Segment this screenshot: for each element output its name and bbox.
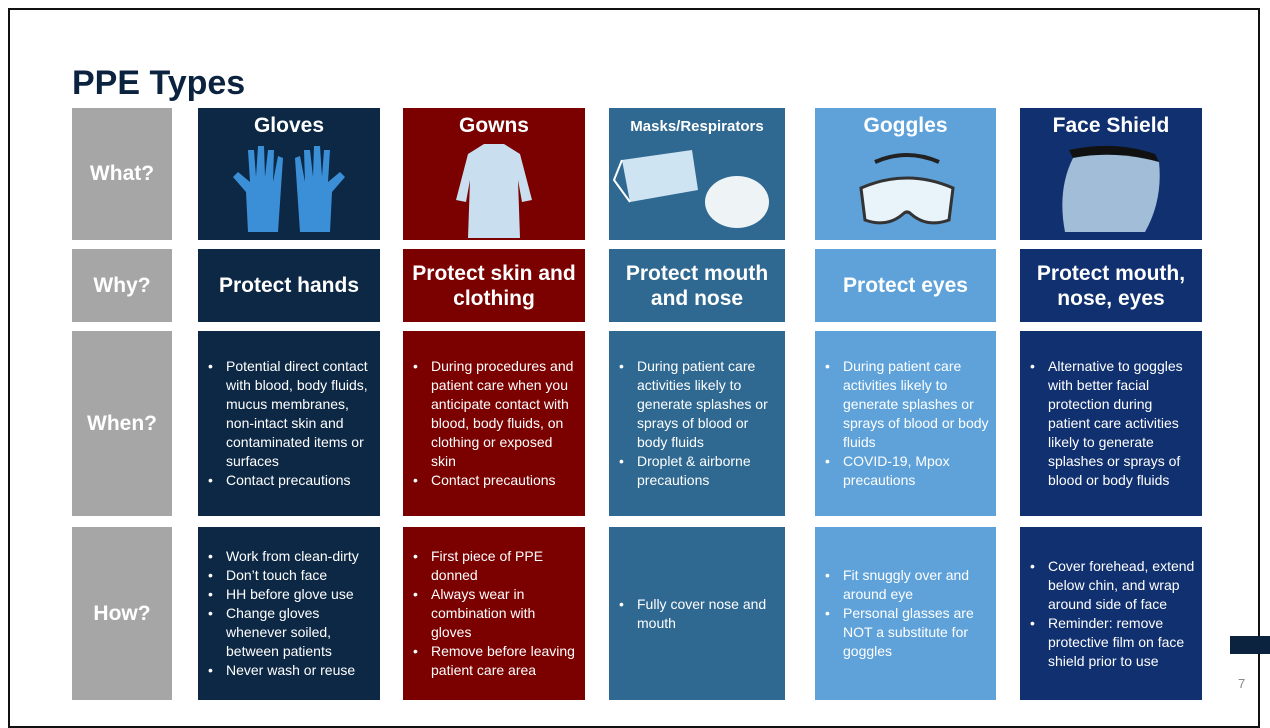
when-cell: Alternative to goggles with better facia… xyxy=(1020,331,1202,516)
how-item: Change gloves whenever soiled, between p… xyxy=(208,604,374,661)
how-cell: Fit snuggly over and around eyePersonal … xyxy=(815,527,996,700)
column-name: Gowns xyxy=(458,114,529,137)
when-item: During patient care activities likely to… xyxy=(825,357,990,452)
when-item: Droplet & airborne precautions xyxy=(619,452,779,490)
gloves-icon xyxy=(233,146,345,232)
row-label: How? xyxy=(72,527,172,700)
when-list: Potential direct contact with blood, bod… xyxy=(198,357,380,490)
masks-icon xyxy=(612,150,769,228)
how-cell: Cover forehead, extend below chin, and w… xyxy=(1020,527,1202,700)
what-cell: Gloves xyxy=(198,108,380,240)
when-item: Contact precautions xyxy=(413,471,579,490)
how-cell: First piece of PPE donnedAlways wear in … xyxy=(403,527,585,700)
how-cell: Work from clean-dirtyDon’t touch faceHH … xyxy=(198,527,380,700)
when-cell: During patient care activities likely to… xyxy=(815,331,996,516)
column-name: Gloves xyxy=(253,114,325,137)
how-item: Fit snuggly over and around eye xyxy=(825,566,990,604)
why-cell: Protect mouth and nose xyxy=(609,249,785,322)
when-item: COVID-19, Mpox precautions xyxy=(825,452,990,490)
slide: PPE Types 7 What? Why? When? How? Gloves Prot… xyxy=(0,0,1270,713)
why-cell: Protect eyes xyxy=(815,249,996,322)
how-item: Work from clean-dirty xyxy=(208,547,374,566)
column-name: Masks/Respirators xyxy=(630,118,764,135)
column-name: Goggles xyxy=(863,114,948,137)
how-item: Personal glasses are NOT a substitute fo… xyxy=(825,604,990,661)
when-item: Alternative to goggles with better facia… xyxy=(1030,357,1196,490)
how-item: HH before glove use xyxy=(208,585,374,604)
how-item: Don’t touch face xyxy=(208,566,374,585)
how-item: Never wash or reuse xyxy=(208,661,374,680)
how-list: Fully cover nose and mouth xyxy=(609,595,785,633)
when-item: Potential direct contact with blood, bod… xyxy=(208,357,374,471)
goggles-icon xyxy=(859,153,955,225)
when-list: During patient care activities likely to… xyxy=(815,357,996,490)
why-cell: Protect mouth, nose, eyes xyxy=(1020,249,1202,322)
when-item: Contact precautions xyxy=(208,471,374,490)
page-number: 7 xyxy=(1238,676,1246,691)
when-list: During procedures and patient care when … xyxy=(403,357,585,490)
how-list: First piece of PPE donnedAlways wear in … xyxy=(403,547,585,680)
how-cell: Fully cover nose and mouth xyxy=(609,527,785,700)
why-cell: Protect hands xyxy=(198,249,380,322)
slide-title: PPE Types xyxy=(72,64,246,102)
how-list: Cover forehead, extend below chin, and w… xyxy=(1020,557,1202,671)
how-list: Fit snuggly over and around eyePersonal … xyxy=(815,566,996,661)
when-item: During procedures and patient care when … xyxy=(413,357,579,471)
how-list: Work from clean-dirtyDon’t touch faceHH … xyxy=(198,547,380,680)
how-item: Fully cover nose and mouth xyxy=(619,595,779,633)
row-label: When? xyxy=(72,331,172,516)
face-shield-icon xyxy=(1062,145,1160,232)
when-cell: Potential direct contact with blood, bod… xyxy=(198,331,380,516)
why-cell: Protect skin and clothing xyxy=(403,249,585,322)
how-item: Cover forehead, extend below chin, and w… xyxy=(1030,557,1196,614)
when-item: During patient care activities likely to… xyxy=(619,357,779,452)
how-item: Reminder: remove protective film on face… xyxy=(1030,614,1196,671)
accent-tab xyxy=(1230,636,1270,654)
gown-icon xyxy=(456,144,532,238)
row-label: What? xyxy=(72,108,172,240)
how-item: Always wear in combination with gloves xyxy=(413,585,579,642)
how-item: First piece of PPE donned xyxy=(413,547,579,585)
how-item: Remove before leaving patient care area xyxy=(413,642,579,680)
what-cell: Goggles xyxy=(815,108,996,240)
when-list: Alternative to goggles with better facia… xyxy=(1020,357,1202,490)
when-cell: During procedures and patient care when … xyxy=(403,331,585,516)
when-cell: During patient care activities likely to… xyxy=(609,331,785,516)
when-list: During patient care activities likely to… xyxy=(609,357,785,490)
column-name: Face Shield xyxy=(1052,114,1170,137)
row-label: Why? xyxy=(72,249,172,322)
